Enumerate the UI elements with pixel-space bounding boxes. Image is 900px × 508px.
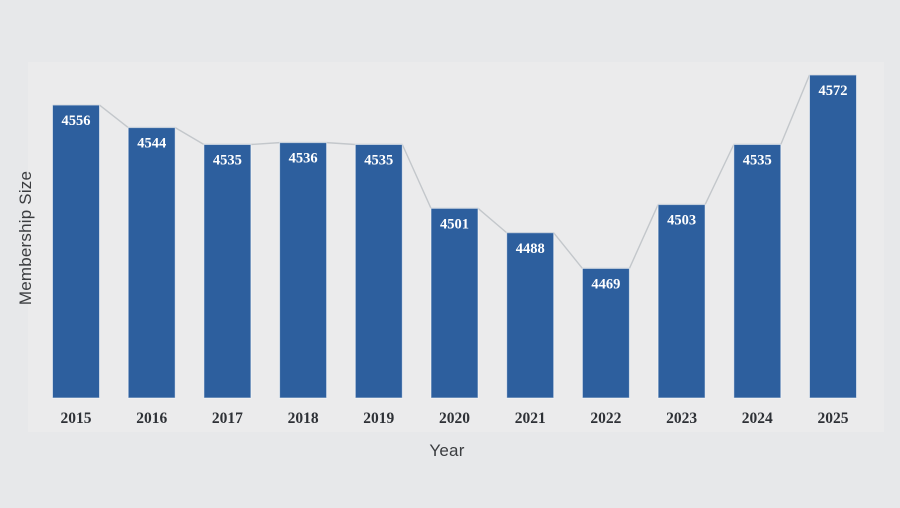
bar-2016 [127,127,176,399]
x-tick-label-2022: 2022 [590,410,621,427]
bar-value-label-2022: 4469 [591,276,620,292]
bar-2017 [203,144,252,399]
bar-2019 [354,144,403,399]
bar-2020 [430,207,479,399]
x-tick-label-2024: 2024 [742,410,773,427]
bar-2023 [657,204,706,399]
bar-2021 [506,232,555,399]
bar-value-label-2020: 4501 [440,216,469,232]
x-tick-label-2017: 2017 [212,410,243,427]
bar-value-label-2025: 4572 [819,83,848,99]
bar-value-label-2019: 4535 [364,153,393,169]
x-tick-label-2021: 2021 [515,410,546,427]
bar-value-label-2018: 4536 [289,151,318,167]
bar-value-label-2023: 4503 [667,213,696,229]
y-axis-title: Membership Size [16,170,35,306]
bar-value-label-2016: 4544 [137,136,166,152]
bar-2018 [279,142,328,399]
bar-value-label-2015: 4556 [62,113,91,129]
x-tick-label-2025: 2025 [818,410,849,427]
x-tick-label-2020: 2020 [439,410,470,427]
bar-value-label-2024: 4535 [743,153,772,169]
bar-value-label-2021: 4488 [516,241,545,257]
x-tick-label-2019: 2019 [363,410,394,427]
x-tick-label-2015: 2015 [61,410,92,427]
x-tick-label-2018: 2018 [288,410,319,427]
bar-2024 [733,144,782,399]
bar-2022 [581,267,630,399]
bar-2015 [52,104,100,399]
bar-value-label-2017: 4535 [213,153,242,169]
x-tick-label-2023: 2023 [666,410,697,427]
x-axis-title: Year [429,441,465,460]
bar-2025 [809,74,857,399]
x-tick-label-2016: 2016 [136,410,167,427]
